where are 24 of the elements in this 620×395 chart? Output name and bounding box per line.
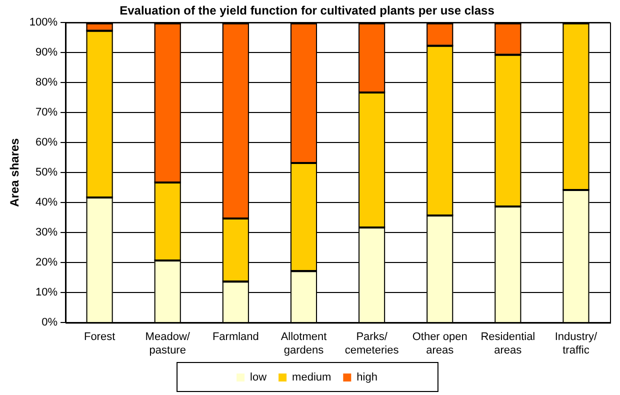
x-tick-label: Farmland (212, 331, 259, 344)
y-tick-label: 0% (42, 316, 58, 329)
x-tick-label: Meadow/ pasture (145, 331, 191, 356)
x-tick-label: Forest (84, 331, 116, 344)
x-tick-label: Other open areas (412, 331, 468, 356)
x-tick-label: Parks/ cemeteries (344, 331, 400, 356)
legend-label: low (250, 372, 267, 384)
x-tick-label: Industry/ traffic (554, 331, 598, 356)
y-tick-label: 40% (36, 196, 58, 209)
y-tick-label: 50% (36, 166, 58, 179)
x-tick-label: Residential areas (480, 331, 536, 356)
y-tick-label: 60% (36, 136, 58, 149)
y-axis-title: Area shares (8, 138, 22, 207)
legend-label: medium (292, 372, 332, 384)
y-tick-label: 30% (36, 226, 58, 239)
y-tick-label: 100% (29, 16, 58, 28)
chart-title: Evaluation of the yield function for cultivated plants per use class (120, 4, 495, 18)
y-tick-label: 20% (36, 256, 58, 269)
legend-label: high (356, 372, 378, 384)
y-tick-label: 70% (36, 106, 58, 118)
x-tick-label: Allotment gardens (280, 331, 327, 356)
y-tick-label: 10% (36, 286, 58, 299)
y-tick-label: 80% (36, 76, 58, 88)
y-tick-label: 90% (36, 46, 58, 58)
